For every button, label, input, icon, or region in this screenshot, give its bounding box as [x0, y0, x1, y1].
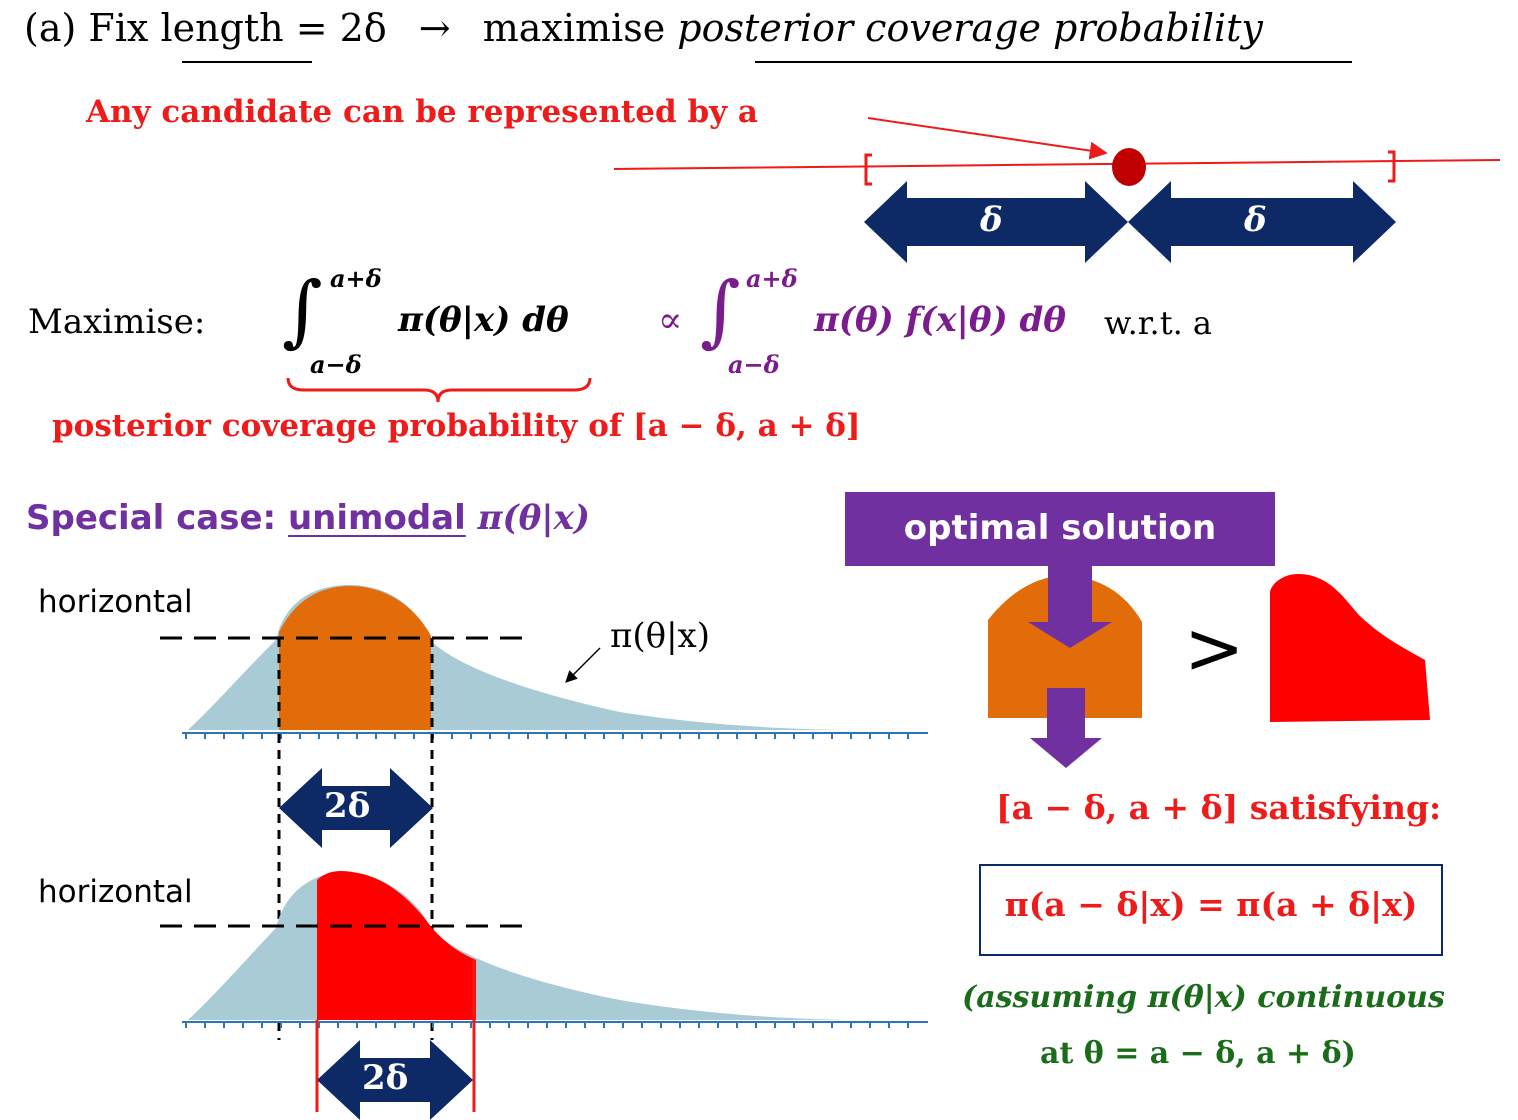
- satisfying-text: [a − δ, a + δ] satisfying:: [996, 788, 1442, 827]
- bottom-2delta-arrow: [317, 1040, 473, 1120]
- brace-note: posterior coverage probability of [a − δ…: [52, 408, 861, 444]
- bottom-2delta-label: 2δ: [362, 1058, 409, 1098]
- delta-right-label: δ: [1244, 200, 1267, 240]
- candidate-note: Any candidate can be represented by a: [86, 94, 759, 130]
- bottom-shifted-region: [317, 870, 476, 1020]
- integral-sign-2: ∫: [700, 266, 741, 356]
- delta-right-arrow: [1128, 181, 1396, 263]
- candidate-pointer-arrow: [867, 117, 1108, 160]
- header-maximise: maximise: [482, 6, 666, 50]
- special-case-unimodal: unimodal: [287, 498, 466, 538]
- integrand-1: π(θ|x) dθ: [398, 300, 569, 340]
- top-horizontal-label: horizontal: [38, 584, 193, 620]
- left-bracket: [864, 153, 872, 186]
- underbrace: [286, 377, 592, 403]
- red-region-shape: [1270, 574, 1430, 722]
- purple-down-arrow-1: [1028, 566, 1112, 648]
- delta-left-arrow: [864, 181, 1128, 263]
- assumption-line-2: at θ = a − δ, a + δ): [1040, 1036, 1356, 1071]
- right-bracket: [1388, 150, 1396, 183]
- condition-equation: π(a − δ|x) = π(a + δ|x): [1004, 885, 1418, 924]
- greater-than-sign: >: [1184, 606, 1245, 690]
- maximise-label: Maximise:: [28, 302, 206, 342]
- top-hpd-region: [279, 586, 431, 730]
- optimal-region-shape: [988, 575, 1142, 718]
- special-case-dist: π(θ|x): [477, 498, 590, 538]
- proportional-sign: ∝: [658, 300, 683, 341]
- integral-2-upper: a+δ: [746, 264, 798, 293]
- integral-1-lower: a−δ: [310, 350, 362, 379]
- curve-label: π(θ|x): [610, 616, 710, 656]
- top-2delta-label: 2δ: [324, 786, 371, 826]
- candidate-point-a: [1112, 148, 1146, 186]
- special-case-prefix: Special case:: [26, 498, 277, 538]
- curve-label-arrow: [565, 647, 601, 683]
- purple-down-arrow-2: [1030, 688, 1102, 768]
- special-case-heading: Special case: unimodal π(θ|x): [26, 498, 590, 538]
- candidate-axis-line: [613, 159, 1501, 170]
- delta-left-label: δ: [980, 200, 1003, 240]
- bottom-axis-ticks: [185, 1022, 909, 1028]
- header-length: length: [160, 6, 284, 50]
- integral-sign-1: ∫: [282, 266, 323, 356]
- top-2delta-arrow: [279, 768, 433, 848]
- bottom-density-curve: [188, 872, 860, 1020]
- header-objective: posterior coverage probability: [677, 6, 1263, 50]
- integral-1-upper: a+δ: [330, 264, 382, 293]
- header-line: (a) Fix length = 2δ → maximise posterior…: [24, 6, 1263, 50]
- equation-box: [979, 864, 1443, 956]
- optimal-solution-box: [845, 492, 1275, 566]
- header-eq: = 2δ: [295, 6, 387, 50]
- wrt-label: w.r.t. a: [1104, 304, 1212, 342]
- header-prefix: (a) Fix: [24, 6, 149, 50]
- assumption-line-1: (assuming π(θ|x) continuous: [962, 980, 1445, 1015]
- integral-2-lower: a−δ: [728, 350, 780, 379]
- optimal-solution-label: optimal solution: [903, 508, 1217, 548]
- header-arrow: →: [418, 6, 451, 50]
- integrand-2: π(θ) f(x|θ) dθ: [814, 300, 1066, 340]
- bottom-horizontal-label: horizontal: [38, 874, 193, 910]
- top-axis-ticks: [185, 733, 909, 739]
